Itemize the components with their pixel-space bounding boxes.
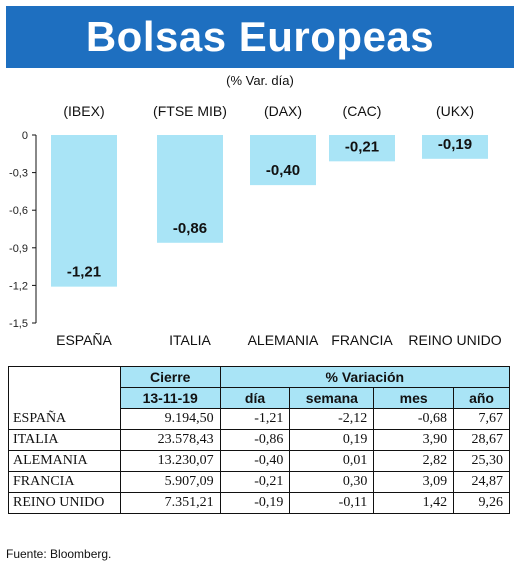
table-cell-anio: 25,30 [453, 450, 510, 472]
header-dia: día [219, 387, 291, 409]
table-cell-semana: 0,19 [289, 429, 375, 451]
table-cell-semana: -0,11 [289, 492, 375, 514]
bar [157, 135, 223, 243]
y-tick-label: -1,2 [9, 280, 28, 292]
bar-value-label: -0,86 [173, 220, 207, 237]
table-cell-anio: 9,26 [453, 492, 510, 514]
y-tick-label: -0,3 [9, 168, 28, 180]
table-cell-dia: -0,21 [220, 471, 291, 493]
table-row: ALEMANIA 13.230,07 -0,40 0,01 2,82 25,30 [8, 450, 510, 472]
table-cell-mes: 2,82 [373, 450, 455, 472]
table-cell-cierre: 13.230,07 [120, 450, 221, 472]
table-cell-cierre: 23.578,43 [120, 429, 221, 451]
index-label: (IBEX) [63, 103, 105, 119]
table-cell-anio: 7,67 [453, 408, 510, 430]
category-label: ITALIA [169, 332, 211, 348]
y-tick-label: -0,9 [9, 243, 28, 255]
table-cell-dia: -1,21 [220, 408, 291, 430]
table-cell-mes: 3,90 [373, 429, 455, 451]
table-cell-mes: 3,09 [373, 471, 455, 493]
category-label: FRANCIA [331, 332, 393, 348]
bar [250, 135, 316, 186]
bar-value-label: -0,19 [438, 136, 472, 153]
table-cell-semana: 0,30 [289, 471, 375, 493]
y-tick-label: 0 [22, 130, 28, 142]
table-corner-2 [8, 387, 121, 409]
bar [51, 135, 117, 287]
table-row: ITALIA 23.578,43 -0,86 0,19 3,90 28,67 [8, 429, 510, 451]
table-cell-anio: 28,67 [453, 429, 510, 451]
table-cell-cierre: 7.351,21 [120, 492, 221, 514]
index-label: (UKX) [435, 103, 475, 119]
y-tick-label: -0,6 [9, 205, 28, 217]
index-label: (DAX) [263, 103, 303, 119]
table-cell-semana: 0,01 [289, 450, 375, 472]
header-mes: mes [373, 387, 455, 409]
table-cell-dia: -0,40 [220, 450, 291, 472]
table-row: ESPAÑA 9.194,50 -1,21 -2,12 -0,68 7,67 [8, 408, 510, 430]
category-label: ESPAÑA [56, 332, 112, 348]
table-cell-dia: -0,19 [220, 492, 291, 514]
header-anio: año [453, 387, 510, 409]
table-cell-name: ESPAÑA [8, 408, 121, 430]
y-tick-label: -1,5 [9, 318, 28, 330]
table-corner [8, 366, 121, 388]
table-cell-cierre: 9.194,50 [120, 408, 221, 430]
table-cell-anio: 24,87 [453, 471, 510, 493]
source-note: Fuente: Bloomberg. [6, 547, 112, 561]
index-label: (CAC) [342, 103, 382, 119]
bar-value-label: -1,21 [67, 264, 101, 281]
page-title: Bolsas Europeas [6, 6, 514, 68]
table-body: ESPAÑA 9.194,50 -1,21 -2,12 -0,68 7,67 ITALIA 2… [8, 408, 510, 514]
index-label: (FTSE MIB) [153, 103, 227, 119]
table-cell-semana: -2,12 [289, 408, 375, 430]
table-cell-mes: 1,42 [373, 492, 455, 514]
header-cierre: Cierre [119, 366, 221, 388]
table-cell-cierre: 5.907,09 [120, 471, 221, 493]
bar-value-label: -0,40 [266, 162, 300, 179]
bar-chart: 0 -0,3 -0,6 -0,9 -1,2 -1,5 -1,21 -0,86 -0,40 -0,2… [9, 130, 488, 330]
table-cell-name: FRANCIA [8, 471, 121, 493]
header-variacion: % Variación [219, 366, 511, 388]
table-cell-dia: -0,86 [220, 429, 291, 451]
header-date: 13-11-19 [119, 387, 221, 409]
data-table: Cierre % Variación 13-11-19 día semana m… [8, 366, 511, 514]
table-row: FRANCIA 5.907,09 -0,21 0,30 3,09 24,87 [8, 471, 510, 493]
bar [422, 135, 488, 159]
table-cell-name: REINO UNIDO [8, 492, 121, 514]
table-row: REINO UNIDO 7.351,21 -0,19 -0,11 1,42 9,26 [8, 492, 510, 514]
category-label: ALEMANIA [247, 332, 319, 348]
header-semana: semana [289, 387, 375, 409]
chart-subtitle: (% Var. día) [226, 73, 294, 88]
bar-value-label: -0,21 [345, 138, 379, 155]
table-cell-name: ALEMANIA [8, 450, 121, 472]
table-cell-mes: -0,68 [373, 408, 455, 430]
category-label: REINO UNIDO [408, 332, 502, 348]
table-cell-name: ITALIA [8, 429, 121, 451]
bar [329, 135, 395, 162]
